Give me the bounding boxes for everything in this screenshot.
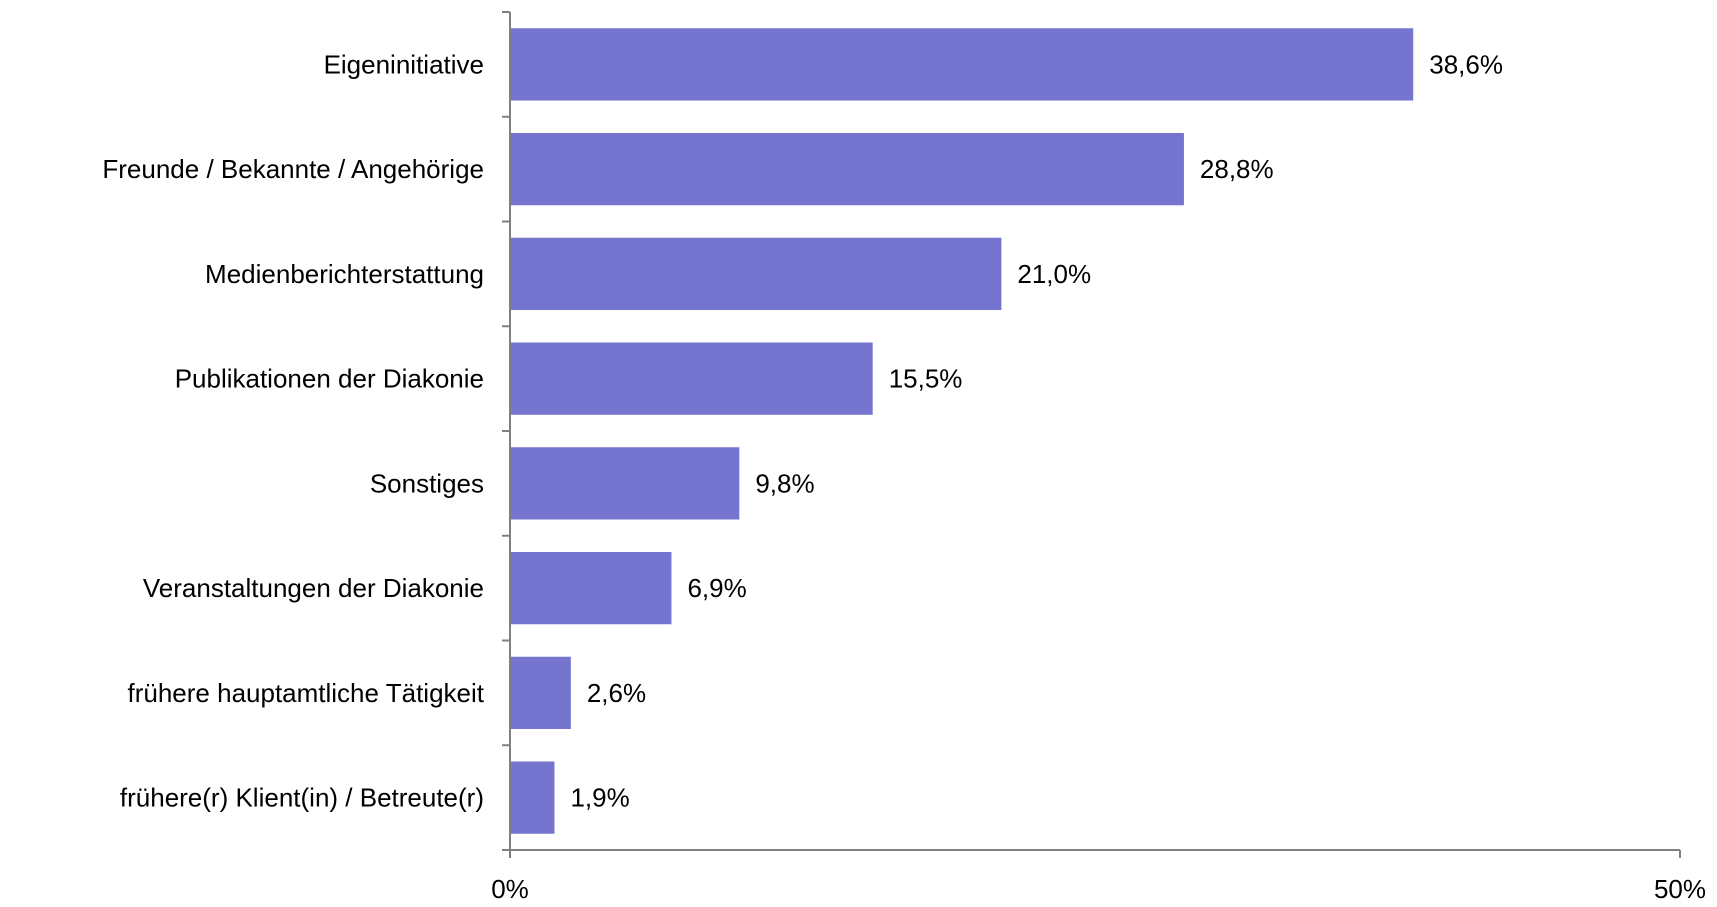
category-label-0: Eigeninitiative — [324, 49, 484, 79]
value-label-4: 9,8% — [755, 468, 814, 498]
bar-1 — [510, 132, 1184, 206]
value-label-1: 28,8% — [1200, 154, 1274, 184]
bar-7 — [510, 761, 555, 834]
value-tick-label-1: 50% — [1654, 874, 1706, 904]
bar-2 — [510, 237, 1002, 311]
value-label-6: 2,6% — [587, 678, 646, 708]
category-label-4: Sonstiges — [370, 468, 484, 498]
value-tick-label-0: 0% — [491, 874, 529, 904]
bar-4 — [510, 447, 740, 520]
bar-5 — [510, 551, 672, 625]
bar-6 — [510, 656, 571, 730]
category-label-2: Medienberichterstattung — [205, 259, 484, 289]
value-label-2: 21,0% — [1017, 259, 1091, 289]
category-label-7: frühere(r) Klient(in) / Betreute(r) — [120, 783, 484, 813]
labels-layer: Eigeninitiative 38,6% Freunde / Bekannte /… — [102, 49, 1706, 904]
value-label-5: 6,9% — [687, 573, 746, 603]
category-label-5: Veranstaltungen der Diakonie — [143, 573, 484, 603]
value-label-7: 1,9% — [570, 783, 629, 813]
bars-layer — [510, 28, 1414, 834]
bar-0 — [510, 28, 1414, 101]
category-label-1: Freunde / Bekannte / Angehörige — [102, 154, 484, 184]
category-label-6: frühere hauptamtliche Tätigkeit — [128, 678, 485, 708]
bar-3 — [510, 342, 873, 415]
value-label-0: 38,6% — [1429, 49, 1503, 79]
axes-layer — [502, 11, 1681, 858]
value-label-3: 15,5% — [889, 364, 963, 394]
category-label-3: Publikationen der Diakonie — [175, 364, 484, 394]
